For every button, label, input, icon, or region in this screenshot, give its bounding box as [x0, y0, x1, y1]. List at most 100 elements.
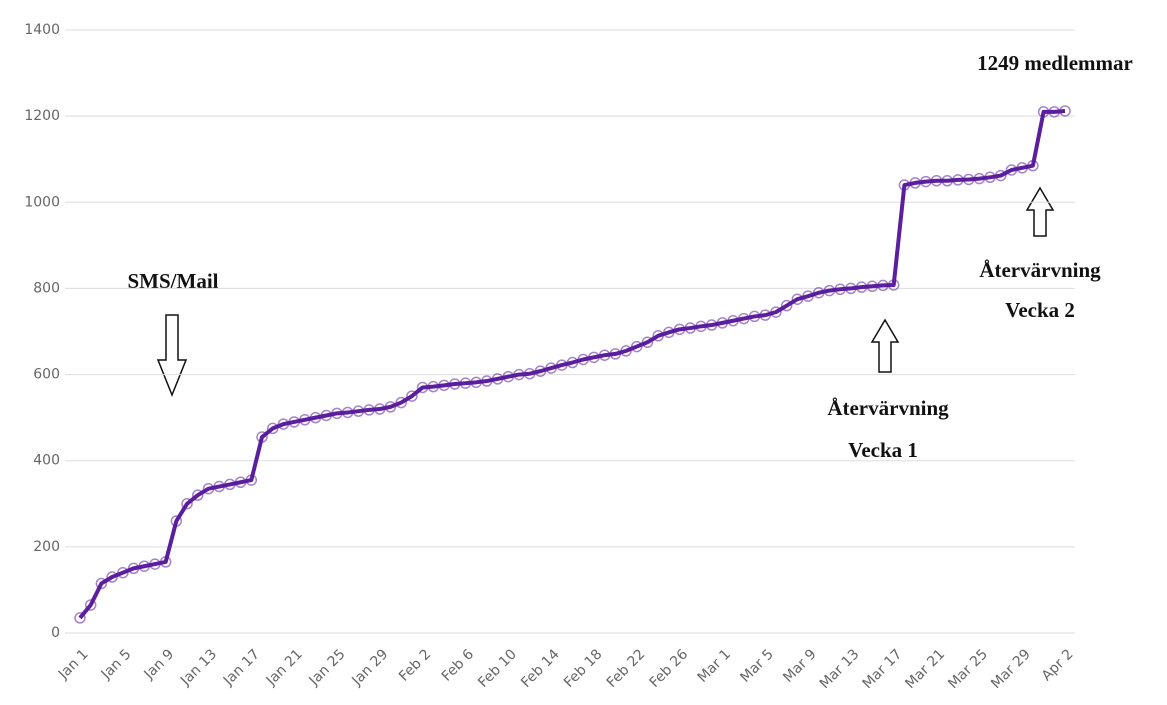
point [245, 474, 258, 486]
point [138, 560, 150, 572]
point [962, 173, 975, 186]
annotation: Vecka 2 [1005, 298, 1075, 322]
point [673, 323, 686, 336]
annotation: Vecka 1 [848, 438, 918, 462]
point [491, 373, 504, 385]
point [663, 326, 675, 339]
point [652, 330, 664, 342]
x-tick-label: Jan 21 [263, 646, 306, 689]
point [427, 380, 440, 393]
point [556, 359, 568, 371]
x-tick-label: Mar 5 [737, 646, 776, 685]
y-tick-label: 800 [33, 280, 60, 296]
point [577, 353, 589, 366]
point [1027, 159, 1039, 172]
point [374, 403, 386, 415]
x-tick-label: Jan 13 [177, 646, 220, 689]
point [748, 310, 761, 323]
point [288, 416, 300, 428]
point [545, 362, 557, 374]
x-tick-label: Feb 6 [439, 646, 477, 684]
point [202, 482, 215, 495]
x-tick-label: Jan 9 [141, 646, 178, 683]
point [224, 478, 236, 491]
x-tick-label: Jan 17 [220, 646, 263, 689]
arrow [1025, 186, 1055, 237]
point [630, 340, 643, 353]
point [277, 418, 290, 430]
point [823, 284, 836, 297]
point [738, 312, 750, 325]
point [352, 405, 365, 417]
arrow [870, 318, 900, 373]
x-tick-label: Feb 2 [396, 646, 434, 684]
point [513, 368, 525, 381]
point [834, 283, 846, 296]
y-tick-label: 1200 [24, 108, 60, 124]
y-tick-label: 400 [33, 453, 60, 469]
arrow [156, 314, 188, 398]
point [534, 365, 547, 377]
point [106, 571, 118, 583]
point [384, 401, 397, 413]
point [470, 376, 482, 389]
annotation: Återvärvning [827, 396, 949, 420]
point [588, 351, 600, 364]
x-tick-label: Feb 14 [518, 646, 563, 691]
point [898, 179, 911, 191]
point [973, 172, 986, 185]
point [95, 577, 108, 590]
point [341, 406, 354, 419]
point [695, 320, 707, 333]
point [941, 175, 953, 187]
point [866, 280, 879, 293]
point [159, 556, 172, 568]
point [780, 299, 793, 312]
point [705, 319, 718, 331]
point [459, 377, 472, 389]
point [1059, 105, 1071, 117]
point [331, 407, 343, 420]
point [438, 379, 450, 392]
point [416, 381, 429, 394]
point [299, 414, 311, 426]
point [1048, 106, 1061, 118]
point [641, 336, 654, 349]
x-tick-label: Apr 2 [1039, 646, 1077, 684]
point [920, 175, 932, 188]
x-tick-label: Jan 1 [55, 646, 92, 683]
point [716, 317, 729, 329]
point [192, 489, 204, 501]
point [448, 378, 461, 390]
point [887, 279, 900, 291]
annotation: SMS/Mail [127, 269, 218, 293]
x-tick-label: Mar 29 [988, 646, 1034, 692]
point [791, 293, 804, 305]
x-tick-label: Mar 21 [902, 646, 948, 692]
point [909, 177, 921, 189]
point [855, 281, 868, 293]
series-line [78, 108, 1066, 620]
annotation: 1249 medlemmar [977, 51, 1133, 75]
point [1005, 164, 1018, 176]
point [727, 314, 739, 327]
x-tick-label: Mar 13 [817, 646, 863, 692]
point [406, 390, 418, 402]
point [523, 367, 536, 380]
point [170, 515, 183, 527]
point [256, 431, 268, 443]
point [117, 566, 129, 579]
point [127, 562, 140, 575]
point [684, 322, 697, 334]
x-tick-label: Mar 25 [945, 646, 991, 692]
point [813, 286, 825, 299]
point [995, 169, 1007, 182]
point [845, 282, 857, 295]
point [266, 422, 279, 435]
annotation: Återvärvning [979, 258, 1101, 282]
y-tick-label: 200 [33, 539, 60, 555]
point [759, 309, 771, 321]
point [984, 171, 996, 184]
x-tick-label: Jan 5 [98, 646, 135, 683]
